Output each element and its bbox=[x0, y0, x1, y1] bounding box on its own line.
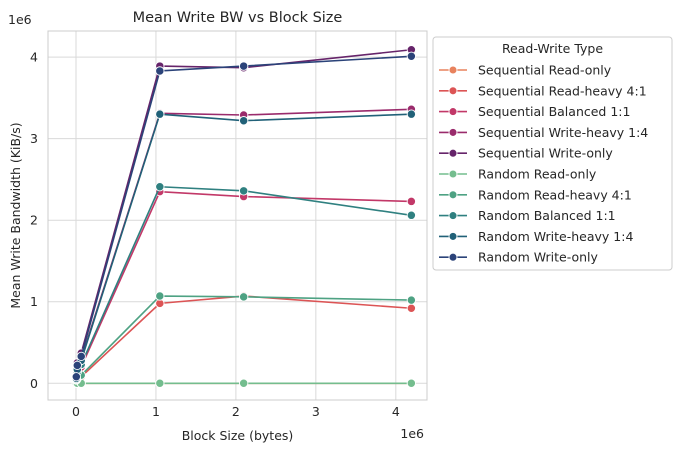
data-point bbox=[406, 378, 417, 388]
series-line bbox=[71, 51, 417, 382]
x-tick-label: 3 bbox=[312, 404, 320, 419]
y-axis-offset-text: 1e6 bbox=[8, 12, 32, 27]
x-tick-label: 1 bbox=[152, 404, 160, 419]
data-point bbox=[406, 109, 417, 119]
legend-item: Sequential Read-heavy 4:1 bbox=[439, 83, 647, 98]
legend-swatch-marker bbox=[448, 127, 458, 137]
y-tick-label: 0 bbox=[30, 376, 38, 391]
legend-item: Random Write-only bbox=[439, 250, 599, 265]
legend-item: Sequential Write-heavy 1:4 bbox=[439, 125, 648, 140]
data-point bbox=[406, 51, 417, 61]
legend-swatch-marker bbox=[448, 211, 458, 221]
x-axis-label: Block Size (bytes) bbox=[182, 428, 294, 443]
plot-area bbox=[47, 30, 428, 401]
legend-swatch-marker bbox=[448, 107, 458, 117]
legend-swatch-marker bbox=[448, 148, 458, 158]
legend-swatch-marker bbox=[448, 252, 458, 262]
legend-item: Sequential Balanced 1:1 bbox=[439, 104, 630, 119]
y-tick-label: 4 bbox=[30, 50, 38, 65]
legend-label: Random Read-only bbox=[478, 167, 597, 182]
legend-item: Sequential Read-only bbox=[439, 63, 612, 78]
x-tick-label: 4 bbox=[392, 404, 400, 419]
data-point bbox=[155, 291, 165, 301]
legend-item: Random Balanced 1:1 bbox=[439, 208, 616, 223]
y-tick-label: 2 bbox=[30, 213, 38, 228]
legend-label: Random Write-heavy 1:4 bbox=[478, 229, 633, 244]
data-point bbox=[72, 360, 82, 370]
data-point bbox=[239, 186, 249, 196]
legend-swatch-marker bbox=[448, 169, 458, 179]
data-point bbox=[239, 61, 249, 71]
legend-label: Sequential Read-heavy 4:1 bbox=[478, 83, 647, 98]
legend-item: Random Read-heavy 4:1 bbox=[439, 187, 632, 202]
legend-label: Random Balanced 1:1 bbox=[478, 208, 616, 223]
data-point bbox=[155, 378, 165, 388]
y-tick-label: 1 bbox=[30, 294, 38, 309]
data-point bbox=[406, 210, 417, 220]
data-point bbox=[155, 109, 165, 119]
legend-label: Sequential Balanced 1:1 bbox=[478, 104, 630, 119]
legend-swatch-marker bbox=[448, 65, 458, 75]
x-axis-offset-text: 1e6 bbox=[400, 426, 424, 441]
data-point bbox=[406, 196, 417, 207]
legend-label: Sequential Read-only bbox=[478, 63, 612, 78]
data-point bbox=[155, 66, 165, 76]
legend-swatch-marker bbox=[448, 86, 458, 96]
data-point bbox=[239, 292, 249, 302]
data-point bbox=[155, 182, 165, 192]
data-point bbox=[239, 116, 249, 126]
legend-title: Read-Write Type bbox=[502, 41, 603, 56]
x-tick-label: 2 bbox=[232, 404, 240, 419]
data-point bbox=[76, 351, 86, 362]
data-point bbox=[71, 372, 81, 382]
legend-frame bbox=[432, 36, 673, 271]
x-tick-label: 0 bbox=[72, 404, 80, 419]
data-point bbox=[239, 378, 249, 388]
data-point bbox=[406, 303, 417, 313]
legend-label: Sequential Write-heavy 1:4 bbox=[478, 125, 648, 140]
legend-item: Sequential Write-only bbox=[439, 146, 613, 161]
y-tick-label: 3 bbox=[30, 131, 38, 146]
legend-label: Sequential Write-only bbox=[478, 146, 613, 161]
y-axis-label: Mean Write Bandwidth (KiB/s) bbox=[8, 122, 23, 308]
chart-title: Mean Write BW vs Block Size bbox=[133, 10, 343, 26]
legend-label: Random Write-only bbox=[478, 250, 599, 265]
legend-item: Random Write-heavy 1:4 bbox=[439, 229, 633, 244]
legend-item: Random Read-only bbox=[439, 167, 597, 182]
legend-label: Random Read-heavy 4:1 bbox=[478, 187, 632, 202]
data-point bbox=[406, 295, 417, 305]
legend: Read-Write Type Sequential Read-only Sequ… bbox=[432, 36, 673, 271]
legend-swatch-marker bbox=[448, 231, 458, 241]
legend-swatch-marker bbox=[448, 190, 458, 200]
